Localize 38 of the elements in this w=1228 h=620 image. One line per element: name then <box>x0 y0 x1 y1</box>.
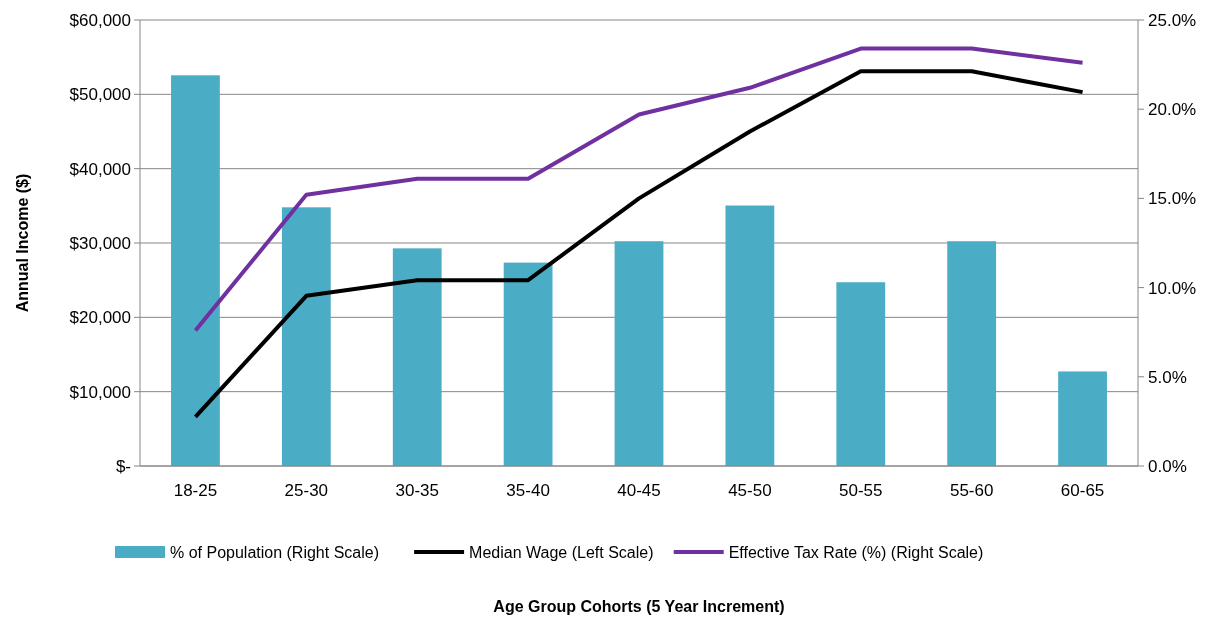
line-series <box>193 46 1085 333</box>
bar <box>171 75 220 466</box>
y-tick-label: $20,000 <box>69 308 131 328</box>
line-series <box>193 69 1085 419</box>
y-tick-label: $- <box>115 456 131 476</box>
y2-tick-label: 15.0% <box>1148 189 1197 209</box>
x-tick-label: 40-45 <box>617 481 661 500</box>
y-tick-label: $60,000 <box>69 10 131 30</box>
x-tick-label: 45-50 <box>728 481 772 500</box>
bar <box>1058 371 1107 466</box>
y2-tick-label: 20.0% <box>1148 100 1197 120</box>
bar <box>725 205 775 466</box>
y-tick-label: $10,000 <box>69 382 131 402</box>
bar <box>836 282 886 466</box>
x-tick-label: 35-40 <box>506 481 550 500</box>
legend-label: % of Population (Right Scale) <box>170 544 379 561</box>
legend-label: Median Wage (Left Scale) <box>469 544 654 561</box>
bar <box>281 207 331 466</box>
y2-tick-label: 5.0% <box>1148 367 1187 387</box>
y2-tick-label: 0.0% <box>1148 456 1187 476</box>
y-tick-label: $30,000 <box>69 233 131 253</box>
x-tick-label: 30-35 <box>395 481 439 500</box>
y-tick-label: $40,000 <box>69 159 131 179</box>
bar <box>614 241 664 466</box>
legend-label: Effective Tax Rate (%) (Right Scale) <box>728 544 984 561</box>
bar <box>947 241 997 466</box>
x-tick-label: 60-65 <box>1060 481 1105 500</box>
y2-tick-label: 25.0% <box>1148 10 1197 30</box>
x-tick-label: 55-60 <box>949 481 994 500</box>
x-tick-label: 50-55 <box>839 481 883 500</box>
bar <box>503 262 553 466</box>
text: Age Group Cohorts (5 Year Increment) <box>493 598 785 615</box>
bar <box>392 248 442 466</box>
y-axis-title: Annual Income ($) <box>14 173 31 313</box>
y-tick-label: $50,000 <box>69 85 131 105</box>
x-tick-label: 25-30 <box>284 481 329 500</box>
y2-tick-label: 10.0% <box>1148 278 1197 298</box>
x-tick-label: 18-25 <box>173 481 218 500</box>
